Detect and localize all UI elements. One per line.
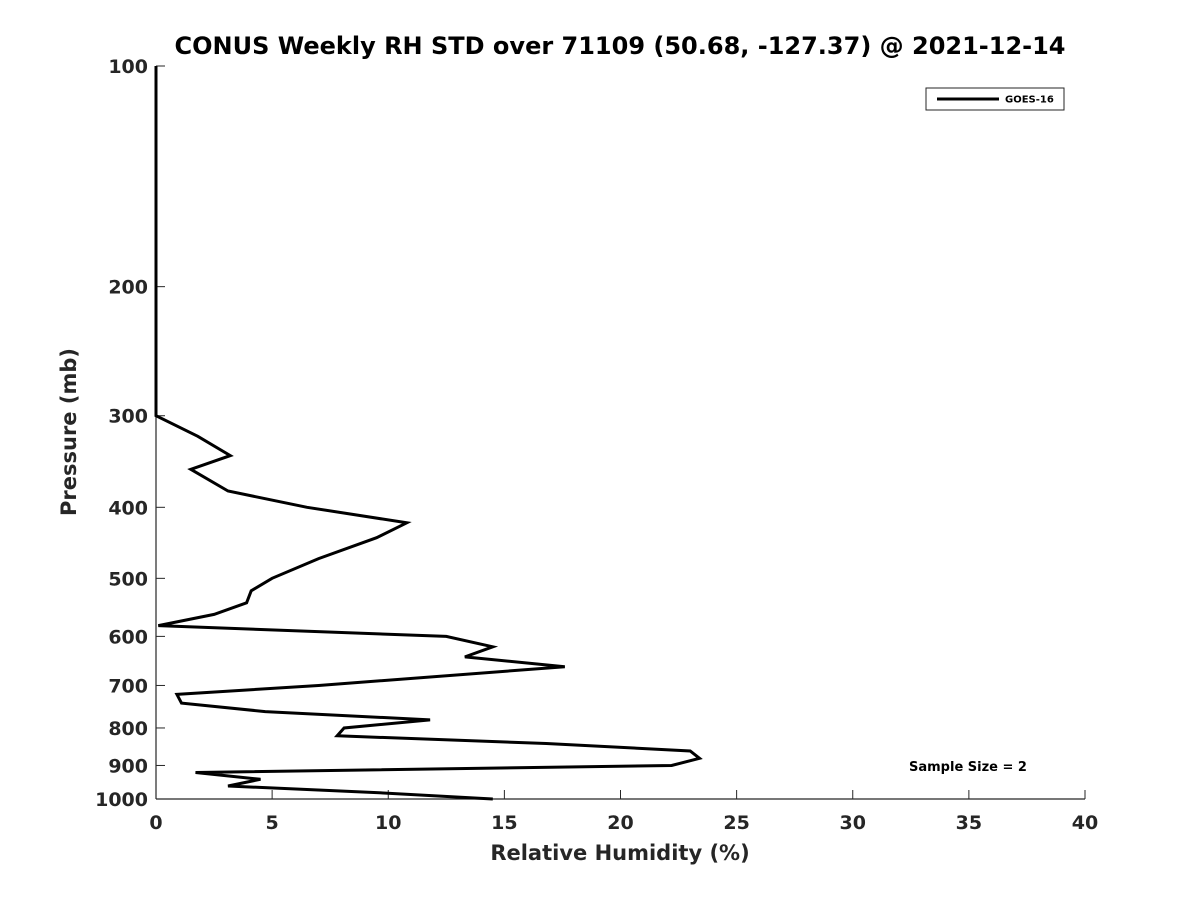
x-tick-label: 30 (840, 812, 866, 834)
y-axis-label: Pressure (mb) (57, 348, 81, 516)
plot-area (156, 66, 1085, 799)
legend-label-goes-16: GOES-16 (1005, 95, 1054, 106)
y-tick-label: 800 (108, 718, 148, 740)
y-tick-label: 500 (108, 568, 148, 590)
x-axis-label: Relative Humidity (%) (490, 841, 749, 865)
y-tick-label: 400 (108, 497, 148, 519)
x-tick-label: 0 (149, 812, 162, 834)
legend: GOES-16 (925, 87, 1065, 111)
x-tick-label: 15 (491, 812, 517, 834)
y-tick-label: 200 (108, 277, 148, 299)
y-tick-label: 700 (108, 675, 148, 697)
y-tick-label: 100 (108, 56, 148, 78)
y-tick-label: 1000 (95, 789, 148, 811)
y-tick-label: 300 (108, 406, 148, 428)
x-axis-ticks: 0 5 10 15 20 25 30 35 40 (149, 790, 1098, 834)
series-line-goes-16 (154, 66, 703, 801)
sample-size-annotation: Sample Size = 2 (909, 760, 1027, 775)
x-tick-label: 25 (723, 812, 749, 834)
y-axis-ticks: 100 200 300 400 500 600 700 800 900 1000 (95, 56, 165, 811)
x-tick-label: 5 (266, 812, 279, 834)
series-layer (154, 66, 703, 801)
y-tick-label: 600 (108, 626, 148, 648)
x-tick-label: 40 (1072, 812, 1098, 834)
x-tick-label: 10 (375, 812, 401, 834)
x-tick-label: 35 (956, 812, 982, 834)
chart-title: CONUS Weekly RH STD over 71109 (50.68, -… (174, 32, 1065, 60)
y-tick-label: 900 (108, 755, 148, 777)
x-tick-label: 20 (607, 812, 633, 834)
